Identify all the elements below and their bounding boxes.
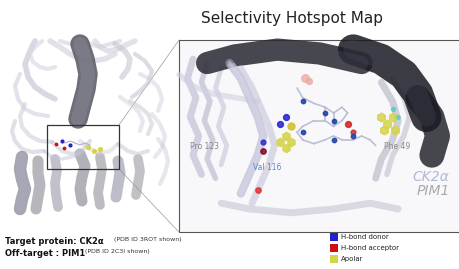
Point [60,146,67,150]
Text: H-bond donor: H-bond donor [340,234,388,240]
Text: (PDB ID 2C3I shown): (PDB ID 2C3I shown) [83,249,150,254]
Point [287,124,294,129]
Bar [329,255,337,263]
Text: Off-target : PIM1: Off-target : PIM1 [5,249,85,258]
Text: CK2α: CK2α [411,170,448,184]
Point [343,122,351,127]
Text: Apolar: Apolar [340,256,363,262]
Bar [47,125,119,169]
Point [388,115,395,119]
Point [377,115,384,119]
Point [52,142,60,146]
Text: H-bond acceptor: H-bond acceptor [340,245,398,251]
Text: Val 116: Val 116 [253,163,281,172]
Point [394,115,401,119]
Point [253,187,261,192]
Point [298,130,306,134]
Point [281,145,289,150]
Text: Phe 49: Phe 49 [383,142,409,151]
Point [380,128,387,132]
Text: Pro 123: Pro 123 [190,142,219,151]
Point [301,76,308,80]
Point [90,149,97,153]
Text: Selectivity Hotspot Map: Selectivity Hotspot Map [201,11,382,26]
Point [298,99,306,104]
Text: (PDB ID 3ROT shown): (PDB ID 3ROT shown) [112,237,181,242]
Bar [329,233,337,241]
Point [391,128,398,132]
Point [329,118,336,123]
Point [382,122,390,127]
Point [96,147,103,151]
Text: PIM1: PIM1 [415,184,449,198]
Point [276,140,283,144]
Point [349,130,356,134]
Point [259,140,266,144]
Point [66,143,73,147]
Bar [179,40,459,232]
Point [349,134,356,138]
Point [305,79,313,84]
Point [281,115,289,119]
Point [281,134,289,138]
Text: Target protein: CK2α: Target protein: CK2α [5,237,103,246]
Point [84,145,91,149]
Point [329,138,336,142]
Point [58,139,66,143]
Point [276,122,283,127]
Point [259,149,266,154]
Bar [0,40,179,232]
Point [287,140,294,144]
Bar [329,244,337,252]
Point [321,111,328,115]
Point [388,107,395,111]
